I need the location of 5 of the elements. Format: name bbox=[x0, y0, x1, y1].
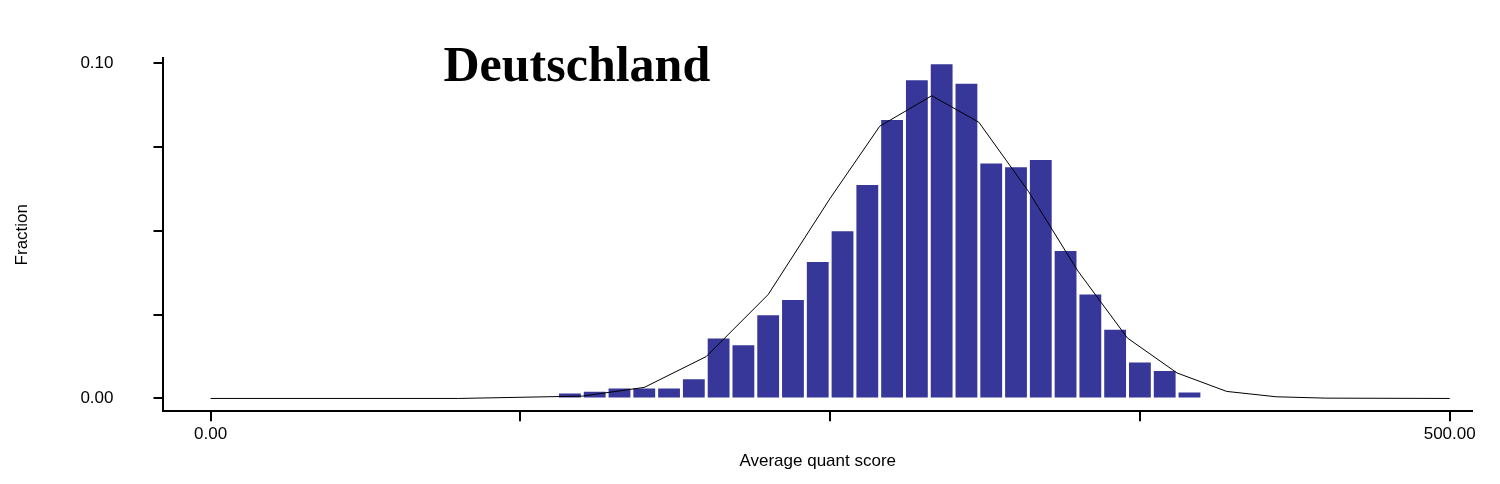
x-tick-label: 500.00 bbox=[1423, 424, 1476, 444]
y-axis-title: Fraction bbox=[11, 203, 31, 266]
chart-title: Deutschland bbox=[443, 36, 711, 93]
x-axis-title: Average quant score bbox=[739, 451, 897, 471]
y-tick-label: 0.10 bbox=[80, 52, 114, 72]
